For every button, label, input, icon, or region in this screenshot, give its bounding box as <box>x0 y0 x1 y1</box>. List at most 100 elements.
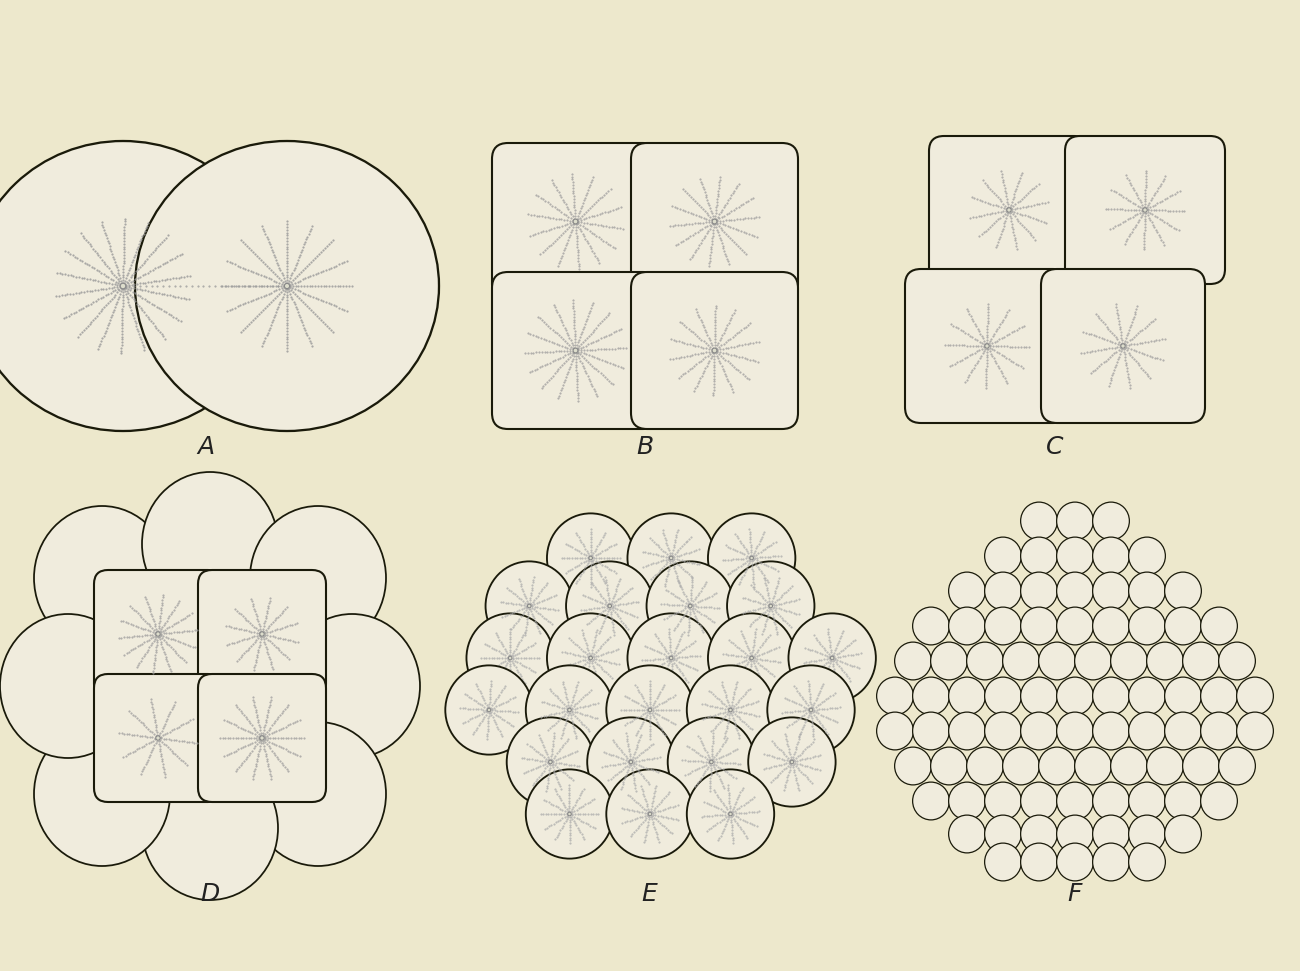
Ellipse shape <box>1128 572 1165 610</box>
Text: $B$: $B$ <box>636 436 654 459</box>
FancyBboxPatch shape <box>94 570 222 698</box>
Ellipse shape <box>913 782 949 820</box>
Ellipse shape <box>1092 712 1130 750</box>
Ellipse shape <box>1057 502 1093 540</box>
Ellipse shape <box>1020 677 1057 715</box>
Ellipse shape <box>1057 677 1093 715</box>
Circle shape <box>710 760 714 764</box>
Ellipse shape <box>1092 677 1130 715</box>
Ellipse shape <box>1165 607 1201 645</box>
Ellipse shape <box>749 718 836 807</box>
FancyBboxPatch shape <box>198 570 326 698</box>
Ellipse shape <box>566 561 654 651</box>
Circle shape <box>750 656 754 660</box>
Ellipse shape <box>1110 642 1148 680</box>
Ellipse shape <box>142 472 278 616</box>
Ellipse shape <box>1057 843 1093 881</box>
Ellipse shape <box>1057 607 1093 645</box>
Ellipse shape <box>1183 747 1219 785</box>
Ellipse shape <box>1236 677 1274 715</box>
Ellipse shape <box>949 712 985 750</box>
Ellipse shape <box>1165 677 1201 715</box>
FancyBboxPatch shape <box>1065 136 1225 284</box>
Circle shape <box>156 632 160 636</box>
Ellipse shape <box>984 537 1022 575</box>
Ellipse shape <box>708 514 796 603</box>
Text: $E$: $E$ <box>641 883 659 906</box>
Ellipse shape <box>949 815 985 853</box>
Ellipse shape <box>525 769 614 858</box>
Circle shape <box>608 604 611 608</box>
Ellipse shape <box>984 677 1022 715</box>
Circle shape <box>629 760 633 764</box>
Ellipse shape <box>949 607 985 645</box>
Ellipse shape <box>1075 747 1112 785</box>
Ellipse shape <box>1075 642 1112 680</box>
Ellipse shape <box>913 712 949 750</box>
Ellipse shape <box>727 561 814 651</box>
Ellipse shape <box>1147 642 1183 680</box>
Ellipse shape <box>0 141 276 431</box>
Ellipse shape <box>1165 782 1201 820</box>
Ellipse shape <box>1092 843 1130 881</box>
Circle shape <box>260 736 264 740</box>
FancyBboxPatch shape <box>930 136 1089 284</box>
Circle shape <box>549 760 552 764</box>
Ellipse shape <box>767 665 854 754</box>
FancyBboxPatch shape <box>94 674 222 802</box>
Ellipse shape <box>34 506 170 650</box>
Ellipse shape <box>931 747 967 785</box>
Ellipse shape <box>1165 712 1201 750</box>
Circle shape <box>712 219 716 224</box>
Ellipse shape <box>913 677 949 715</box>
Ellipse shape <box>984 712 1022 750</box>
Ellipse shape <box>1020 843 1057 881</box>
Circle shape <box>573 348 578 352</box>
Circle shape <box>1121 344 1126 349</box>
Circle shape <box>670 656 673 660</box>
Ellipse shape <box>628 514 715 603</box>
Ellipse shape <box>1092 815 1130 853</box>
Ellipse shape <box>34 722 170 866</box>
Circle shape <box>528 604 530 608</box>
Ellipse shape <box>984 607 1022 645</box>
Ellipse shape <box>1020 502 1057 540</box>
Ellipse shape <box>1020 537 1057 575</box>
Ellipse shape <box>1057 815 1093 853</box>
Text: $F$: $F$ <box>1067 883 1083 906</box>
Circle shape <box>768 604 772 608</box>
Ellipse shape <box>1002 642 1040 680</box>
Ellipse shape <box>1020 712 1057 750</box>
Circle shape <box>589 556 593 560</box>
Ellipse shape <box>646 561 734 651</box>
FancyBboxPatch shape <box>1041 269 1205 423</box>
Circle shape <box>573 219 578 224</box>
Circle shape <box>488 708 491 712</box>
Ellipse shape <box>1128 815 1165 853</box>
Ellipse shape <box>967 642 1004 680</box>
Ellipse shape <box>686 769 775 858</box>
Ellipse shape <box>507 718 594 807</box>
Ellipse shape <box>1092 572 1130 610</box>
FancyBboxPatch shape <box>198 674 326 802</box>
Ellipse shape <box>984 782 1022 820</box>
Ellipse shape <box>789 614 876 703</box>
Circle shape <box>156 736 160 740</box>
Text: $A$: $A$ <box>195 436 215 459</box>
Ellipse shape <box>250 506 386 650</box>
Ellipse shape <box>628 614 715 703</box>
Ellipse shape <box>1128 537 1165 575</box>
Ellipse shape <box>686 665 775 754</box>
Ellipse shape <box>949 572 985 610</box>
Circle shape <box>285 284 290 288</box>
Circle shape <box>649 708 651 712</box>
Ellipse shape <box>1183 642 1219 680</box>
Circle shape <box>260 632 264 636</box>
Ellipse shape <box>1020 607 1057 645</box>
Ellipse shape <box>135 141 439 431</box>
Ellipse shape <box>1165 572 1201 610</box>
Ellipse shape <box>1110 747 1148 785</box>
Ellipse shape <box>984 815 1022 853</box>
Circle shape <box>508 656 512 660</box>
Ellipse shape <box>1128 843 1165 881</box>
